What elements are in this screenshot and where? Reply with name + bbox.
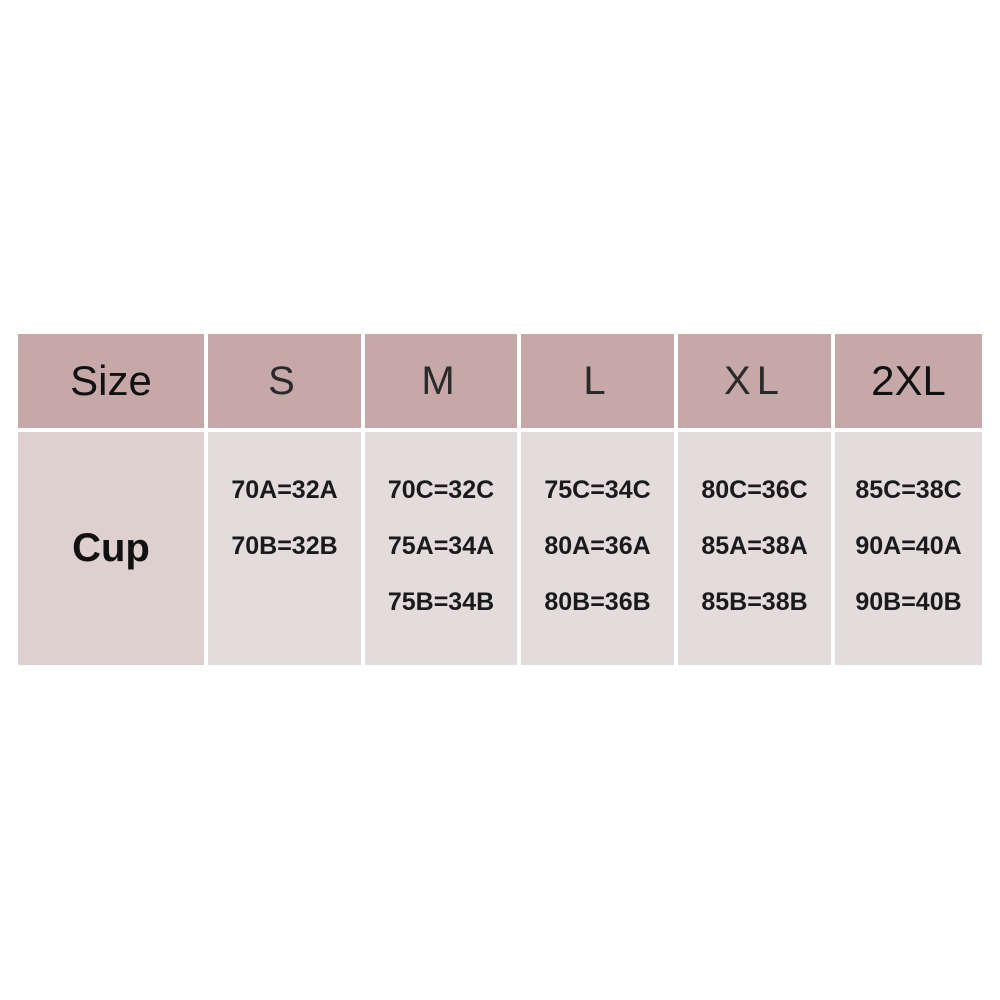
body-cell: 75C=34C 80A=36A 80B=36B — [521, 432, 674, 665]
header-cell: XL — [678, 334, 831, 428]
body-cell: 70A=32A 70B=32B — [208, 432, 361, 665]
header-cell: M — [365, 334, 517, 428]
size-conversion: 70A=32A — [231, 476, 338, 504]
body-cell: 70C=32C 75A=34A 75B=34B — [365, 432, 517, 665]
header-text: L — [583, 358, 612, 403]
header-text: 2XL — [871, 357, 946, 404]
size-conversion: 90B=40B — [855, 588, 962, 616]
header-text: M — [421, 358, 461, 403]
size-conversion: 75B=34B — [387, 588, 495, 616]
header-cell: L — [521, 334, 674, 428]
body-cell: Cup — [18, 432, 204, 665]
header-cell: Size — [18, 334, 204, 428]
size-conversion: 85C=38C — [855, 476, 962, 504]
size-conversion: 85B=38B — [701, 588, 808, 616]
body-cell: 85C=38C 90A=40A 90B=40B — [835, 432, 982, 665]
header-cell: 2XL — [835, 334, 982, 428]
size-conversion: 75C=34C — [544, 476, 651, 504]
size-conversion: 80B=36B — [544, 588, 651, 616]
body-cell: 80C=36C 85A=38A 85B=38B — [678, 432, 831, 665]
row-label: Cup — [72, 526, 150, 570]
size-conversion: 80C=36C — [701, 476, 808, 504]
size-conversion: 70B=32B — [231, 532, 338, 560]
header-cell: S — [208, 334, 361, 428]
size-conversion: 90A=40A — [855, 532, 962, 560]
header-text: Size — [70, 357, 152, 404]
header-text: XL — [724, 358, 785, 403]
size-conversion: 80A=36A — [544, 532, 651, 560]
size-conversion: 70C=32C — [387, 476, 495, 504]
size-conversion: 85A=38A — [701, 532, 808, 560]
header-text: S — [268, 358, 301, 403]
size-conversion: 75A=34A — [387, 532, 495, 560]
